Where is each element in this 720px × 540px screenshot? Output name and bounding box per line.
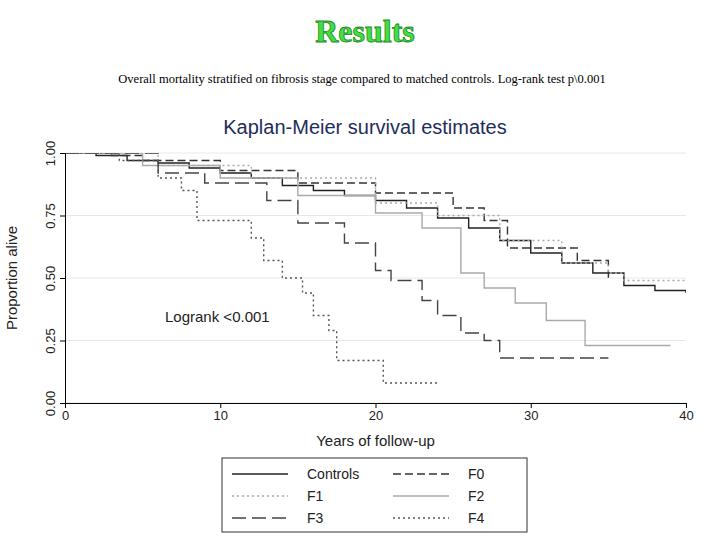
tick-mark bbox=[60, 341, 65, 342]
y-axis-title: Proportion alive bbox=[3, 226, 20, 330]
tick: 0.25 bbox=[43, 328, 65, 353]
heading: Results bbox=[315, 13, 415, 49]
survival-curve bbox=[65, 153, 686, 293]
survival-curve bbox=[65, 153, 608, 278]
legend-key bbox=[393, 517, 449, 519]
subtitle: Overall mortality stratified on fibrosis… bbox=[118, 72, 605, 86]
legend: Controls F0 F1 F2 F3 F4 bbox=[222, 458, 527, 532]
legend-label: F0 bbox=[468, 466, 485, 482]
chart-title: Kaplan-Meier survival estimates bbox=[223, 116, 506, 138]
legend-label: F4 bbox=[468, 510, 485, 526]
tick-label: 1.00 bbox=[43, 141, 58, 166]
tick: 20 bbox=[369, 403, 383, 423]
tick-label: 40 bbox=[679, 408, 693, 423]
tick-label: 10 bbox=[214, 408, 228, 423]
legend-label: F1 bbox=[307, 488, 324, 504]
series-group bbox=[65, 153, 686, 383]
tick: 0.50 bbox=[43, 266, 65, 291]
tick: 0 bbox=[62, 403, 69, 423]
survival-curve bbox=[65, 153, 608, 358]
y-axis: 0.00 0.25 0.50 0.75 1.00 bbox=[43, 141, 66, 416]
tick-label: 0 bbox=[62, 408, 69, 423]
tick-mark bbox=[60, 216, 65, 217]
grid-line bbox=[65, 278, 686, 279]
tick: 30 bbox=[524, 403, 538, 423]
grid-line bbox=[65, 215, 686, 216]
tick: 10 bbox=[214, 403, 228, 423]
grid-line bbox=[65, 340, 686, 341]
tick-label: 0.75 bbox=[43, 203, 58, 228]
tick-label: 0.50 bbox=[43, 266, 58, 291]
tick-mark bbox=[60, 403, 65, 404]
tick-mark bbox=[60, 278, 65, 279]
tick-label: 0.00 bbox=[43, 391, 58, 416]
tick-label: 20 bbox=[369, 408, 383, 423]
tick: 1.00 bbox=[43, 141, 65, 166]
x-axis-title: Years of follow-up bbox=[316, 432, 435, 449]
plot-area: 0.00 0.25 0.50 0.75 1.00 0 10 20 30 40 bbox=[43, 141, 694, 423]
tick-label: 30 bbox=[524, 408, 538, 423]
grid bbox=[65, 153, 686, 403]
legend-key bbox=[232, 473, 288, 475]
survival-curve bbox=[65, 153, 438, 383]
x-axis: 0 10 20 30 40 bbox=[62, 403, 694, 423]
legend-key bbox=[232, 517, 288, 519]
legend-box bbox=[222, 458, 527, 532]
chart: Results Overall mortality stratified on f… bbox=[0, 0, 720, 540]
tick: 0.75 bbox=[43, 203, 65, 228]
legend-key bbox=[232, 495, 288, 497]
legend-key bbox=[393, 495, 449, 497]
axis-line bbox=[60, 154, 66, 404]
annotation: Logrank <0.001 bbox=[165, 308, 270, 325]
tick-mark bbox=[60, 153, 65, 154]
tick: 40 bbox=[679, 403, 693, 423]
legend-label: F3 bbox=[307, 510, 324, 526]
legend-key bbox=[393, 473, 449, 475]
legend-label: Controls bbox=[307, 466, 359, 482]
survival-curve bbox=[65, 153, 670, 346]
legend-label: F2 bbox=[468, 488, 485, 504]
tick-label: 0.25 bbox=[43, 328, 58, 353]
